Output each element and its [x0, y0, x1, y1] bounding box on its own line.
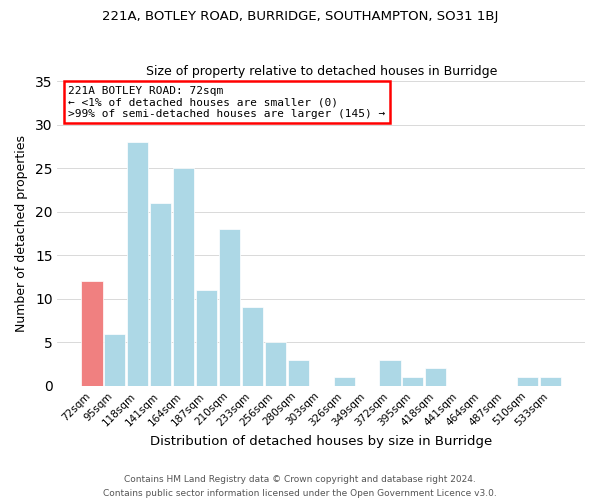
Bar [127, 142, 148, 386]
Bar [150, 203, 171, 386]
Bar [540, 377, 561, 386]
Text: 221A, BOTLEY ROAD, BURRIDGE, SOUTHAMPTON, SO31 1BJ: 221A, BOTLEY ROAD, BURRIDGE, SOUTHAMPTON… [102, 10, 498, 23]
Bar [403, 377, 424, 386]
Text: Contains HM Land Registry data © Crown copyright and database right 2024.
Contai: Contains HM Land Registry data © Crown c… [103, 476, 497, 498]
Bar [104, 334, 125, 386]
Bar [265, 342, 286, 386]
Bar [196, 290, 217, 386]
Bar [379, 360, 401, 386]
Bar [334, 377, 355, 386]
Bar [288, 360, 309, 386]
Bar [517, 377, 538, 386]
Bar [173, 168, 194, 386]
Bar [425, 368, 446, 386]
Y-axis label: Number of detached properties: Number of detached properties [15, 135, 28, 332]
X-axis label: Distribution of detached houses by size in Burridge: Distribution of detached houses by size … [150, 434, 493, 448]
Title: Size of property relative to detached houses in Burridge: Size of property relative to detached ho… [146, 66, 497, 78]
Bar [242, 308, 263, 386]
Text: 221A BOTLEY ROAD: 72sqm
← <1% of detached houses are smaller (0)
>99% of semi-de: 221A BOTLEY ROAD: 72sqm ← <1% of detache… [68, 86, 385, 119]
Bar [219, 229, 240, 386]
Bar [82, 282, 103, 386]
